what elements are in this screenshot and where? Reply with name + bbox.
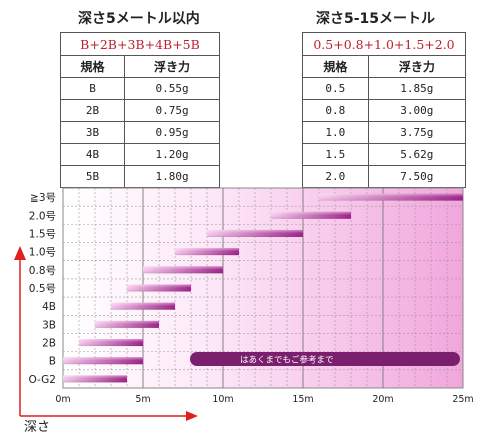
category-label: 2.0号 [29, 210, 56, 222]
note-text: はあくまでもご参考まで [240, 355, 334, 366]
table-row: 1.5 5.62g [302, 143, 467, 166]
table-row: 1.0 3.75g [302, 121, 467, 144]
depth-range-chart: O-G2 B 2B 3B 4B 0.5号 0.8号 1.0号 1.5号 2.0号 ≧3号 0m 5m 1… [14, 187, 474, 435]
category-label: ≧3号 [30, 192, 56, 204]
range-bar [271, 211, 351, 219]
buoyancy-cell: 1.20g [124, 143, 220, 166]
category-label: O-G2 [28, 374, 56, 386]
range-bar [175, 248, 239, 256]
left-header-spec: 規格 [59, 55, 126, 78]
reference-note: はあくまでもご参考まで [190, 352, 460, 366]
left-spec-table: B+2B+3B+4B+5B 規格 浮き力 B 0.55g 2B 0.75g 3B 0.… [59, 32, 220, 188]
table-row: 0.8 3.00g [302, 99, 467, 122]
note-background [190, 352, 460, 366]
x-axis-arrow [20, 411, 198, 421]
range-bar [143, 266, 223, 274]
range-bar-shine [111, 302, 175, 310]
category-label: 2B [42, 338, 56, 350]
x-tick-label: 5m [135, 394, 150, 405]
buoyancy-cell: 0.55g [124, 77, 220, 100]
category-label: 1.0号 [29, 247, 56, 259]
spec-cell: 3B [59, 121, 126, 144]
x-tick-labels: 0m 5m 10m 15m 20m 25m [55, 394, 473, 405]
range-bar [95, 320, 159, 328]
category-label: 0.8号 [29, 265, 56, 277]
x-tick-label: 0m [55, 394, 70, 405]
right-spec-table: 0.5+0.8+1.0+1.5+2.0 規格 浮き力 0.5 1.85g 0.8 3… [302, 32, 467, 188]
right-formula: 0.5+0.8+1.0+1.5+2.0 [302, 32, 466, 56]
category-label: 3B [42, 319, 56, 331]
left-formula: B+2B+3B+4B+5B [60, 32, 220, 56]
range-bar [63, 357, 143, 365]
range-bar [207, 229, 303, 237]
buoyancy-cell: 3.75g [367, 121, 467, 144]
x-tick-label: 15m [292, 394, 313, 405]
range-bar-shine [127, 284, 191, 292]
table-row: 5B 1.80g [59, 165, 220, 188]
x-axis-title: 深さ [24, 420, 50, 435]
range-bar-shine [95, 320, 159, 328]
buoyancy-cell: 1.80g [124, 165, 220, 188]
right-table-title: 深さ5-15メートル [316, 11, 436, 27]
table-row: 4B 1.20g [59, 143, 220, 166]
range-bar-shine [143, 266, 223, 274]
spec-cell: 4B [59, 143, 126, 166]
table-row: 2B 0.75g [59, 99, 220, 122]
category-label: B [49, 356, 56, 368]
buoyancy-cell: 7.50g [367, 165, 467, 188]
spec-cell: 1.0 [302, 121, 369, 144]
buoyancy-cell: 5.62g [367, 143, 467, 166]
category-label: 0.5号 [29, 283, 56, 295]
left-header-buoyancy: 浮き力 [124, 55, 220, 78]
table-row: 3B 0.95g [59, 121, 220, 144]
spec-cell: B [59, 77, 126, 100]
buoyancy-cell: 0.95g [124, 121, 220, 144]
table-row: 0.5 1.85g [302, 77, 467, 100]
range-bar-shine [63, 357, 143, 365]
x-tick-label: 10m [212, 394, 233, 405]
spec-cell: 1.5 [302, 143, 369, 166]
buoyancy-cell: 3.00g [367, 99, 467, 122]
range-bar-shine [207, 229, 303, 237]
range-bar-shine [63, 375, 127, 383]
category-labels: O-G2 B 2B 3B 4B 0.5号 0.8号 1.0号 1.5号 2.0号 ≧3号 [28, 192, 56, 386]
range-bar-shine [271, 211, 351, 219]
spec-cell: 2B [59, 99, 126, 122]
right-header-buoyancy: 浮き力 [367, 55, 467, 78]
spec-cell: 0.5 [302, 77, 369, 100]
x-tick-label: 20m [372, 394, 393, 405]
x-tick-label: 25m [452, 394, 473, 405]
range-bar-shine [175, 248, 239, 256]
range-bar [63, 375, 127, 383]
buoyancy-cell: 1.85g [367, 77, 467, 100]
spec-cell: 5B [59, 165, 126, 188]
category-label: 4B [42, 301, 56, 313]
table-row: 2.0 7.50g [302, 165, 467, 188]
table-row: B 0.55g [59, 77, 220, 100]
range-bar [111, 302, 175, 310]
category-label: 1.5号 [29, 228, 56, 240]
left-table-title: 深さ5メートル以内 [78, 11, 200, 27]
spec-cell: 0.8 [302, 99, 369, 122]
range-bar [79, 339, 143, 347]
buoyancy-cell: 0.75g [124, 99, 220, 122]
range-bar [319, 193, 463, 201]
right-header-spec: 規格 [302, 55, 369, 78]
range-bars [63, 193, 463, 383]
spec-cell: 2.0 [302, 165, 369, 188]
range-bar [127, 284, 191, 292]
y-axis-arrow [14, 246, 26, 416]
range-bar-shine [79, 339, 143, 347]
range-bar-shine [319, 193, 463, 201]
